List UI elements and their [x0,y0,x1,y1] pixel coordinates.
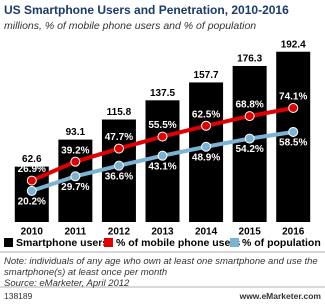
bar-label: 115.8 [107,107,132,118]
note: Note: individuals of any age who own at … [4,256,322,289]
legend-swatch [4,238,13,247]
data-label: 20.2% [18,197,46,208]
bar [189,82,224,222]
source: Source: eMarketer, April 2012 [4,278,130,289]
bar-label: 137.5 [150,88,175,99]
chart-id: 138189 [4,291,33,301]
marker [26,175,37,186]
chart-subtitle: millions, % of mobile phone users and % … [4,20,256,32]
note-text: Note: individuals of any age who own at … [4,256,318,278]
chart-title: US Smartphone Users and Penetration, 201… [4,3,289,17]
marker [70,156,81,167]
marker [201,120,212,131]
marker [70,171,81,182]
marker [113,143,124,154]
x-tick-label: 2015 [239,227,262,238]
data-label: 47.7% [105,132,133,143]
marker [244,111,255,122]
bar-label: 176.3 [237,54,262,65]
data-label: 43.1% [148,161,176,172]
x-tick-label: 2011 [65,227,87,238]
marker [244,133,255,144]
brand: www.eMarketer.com [239,291,321,301]
x-tick-label: 2010 [21,227,44,238]
marker [113,160,124,171]
data-label: 68.8% [235,100,263,111]
bar [232,65,267,222]
data-label: 26.9% [18,164,46,175]
bar-label: 62.6 [22,154,42,165]
bar-label: 192.4 [281,39,306,50]
x-tick-label: 2016 [282,227,305,238]
data-label: 36.6% [105,171,133,182]
data-label: 29.7% [61,182,89,193]
x-tick-label: 2013 [151,227,174,238]
marker [288,102,299,113]
x-tick-label: 2012 [108,227,131,238]
legend-swatch [230,238,239,247]
marker [288,126,299,137]
bar [145,100,180,222]
x-tick-label: 2014 [195,227,218,238]
data-label: 58.5% [279,138,307,149]
marker [26,185,37,196]
legend-label: Smartphone users [16,237,108,249]
marker [201,141,212,152]
marker [157,150,168,161]
data-label: 48.9% [192,152,220,163]
legend-label: % of mobile phone users [116,237,240,249]
data-label: 55.5% [148,120,176,131]
bar [101,119,136,222]
data-label: 39.2% [61,145,89,156]
bar-label: 93.1 [66,127,86,138]
legend-label: % of population [242,237,321,249]
legend-swatch [104,238,113,247]
bar-label: 157.7 [194,70,219,81]
marker [157,131,168,142]
data-label: 74.1% [279,92,307,103]
data-label: 62.5% [192,109,220,120]
data-label: 54.2% [235,144,263,155]
